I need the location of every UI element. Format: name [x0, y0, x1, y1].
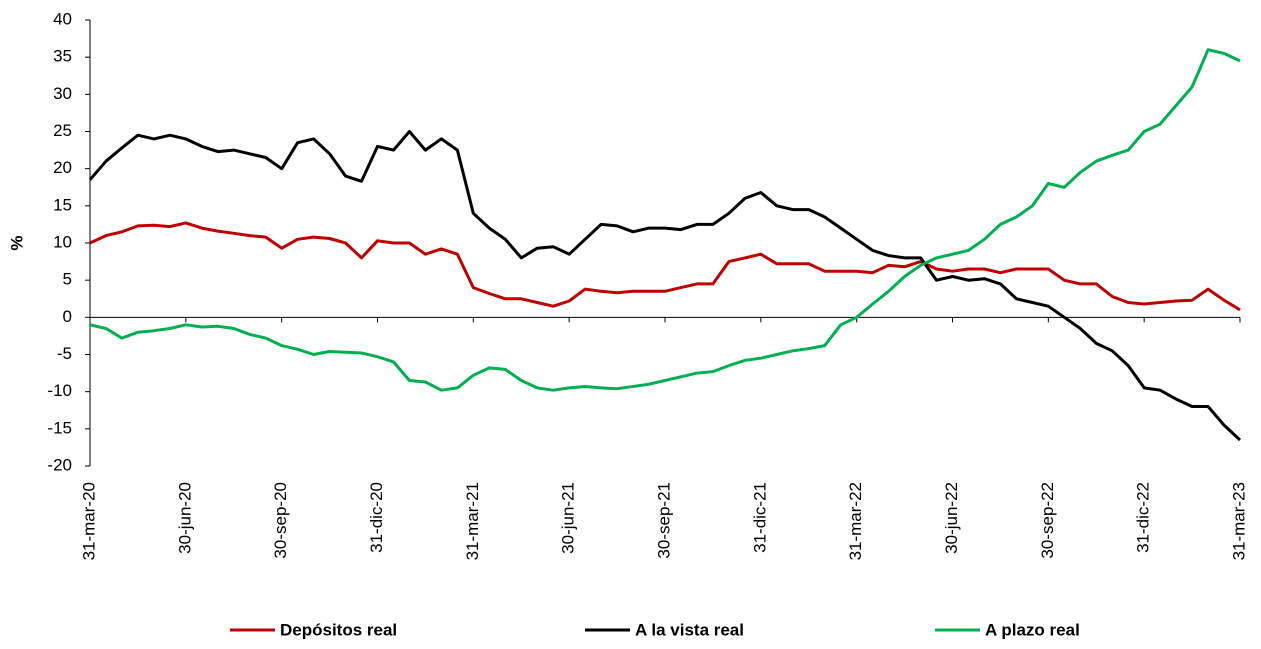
x-tick-label: 31-mar-21: [463, 482, 482, 560]
y-tick-label: 35: [53, 47, 72, 66]
x-tick-label: 30-jun-21: [559, 482, 578, 554]
y-tick-label: 0: [63, 307, 72, 326]
y-axis-label: %: [7, 235, 26, 250]
y-tick-label: 40: [53, 9, 72, 28]
x-tick-label: 30-sep-20: [271, 482, 290, 559]
x-tick-label: 31-dic-20: [367, 482, 386, 553]
x-tick-label: 31-mar-23: [1229, 482, 1248, 560]
y-tick-label: 15: [53, 195, 72, 214]
line-series: [89, 221, 1241, 312]
y-tick-label: 20: [53, 158, 72, 177]
x-tick-label: 31-dic-22: [1134, 482, 1153, 553]
x-tick-label: 30-jun-20: [175, 482, 194, 554]
x-tick-label: 31-mar-20: [79, 482, 98, 560]
legend-label: Depósitos real: [280, 620, 397, 639]
y-tick-label: -20: [47, 455, 72, 474]
y-tick-label: -5: [57, 344, 72, 363]
y-tick-label: -15: [47, 418, 72, 437]
legend-label: A la vista real: [635, 620, 744, 639]
x-tick-label: 30-jun-22: [942, 482, 961, 554]
y-tick-label: -10: [47, 381, 72, 400]
y-tick-label: 25: [53, 121, 72, 140]
x-tick-label: 31-dic-21: [750, 482, 769, 553]
x-tick-label: 30-sep-21: [654, 482, 673, 559]
legend-label: A plazo real: [985, 620, 1080, 639]
line-series: [88, 130, 1242, 442]
x-tick-label: 31-mar-22: [846, 482, 865, 560]
y-tick-label: 10: [53, 232, 72, 251]
x-tick-label: 30-sep-22: [1038, 482, 1057, 559]
y-tick-label: 5: [63, 270, 72, 289]
y-tick-label: 30: [53, 84, 72, 103]
line-series: [89, 48, 1241, 392]
